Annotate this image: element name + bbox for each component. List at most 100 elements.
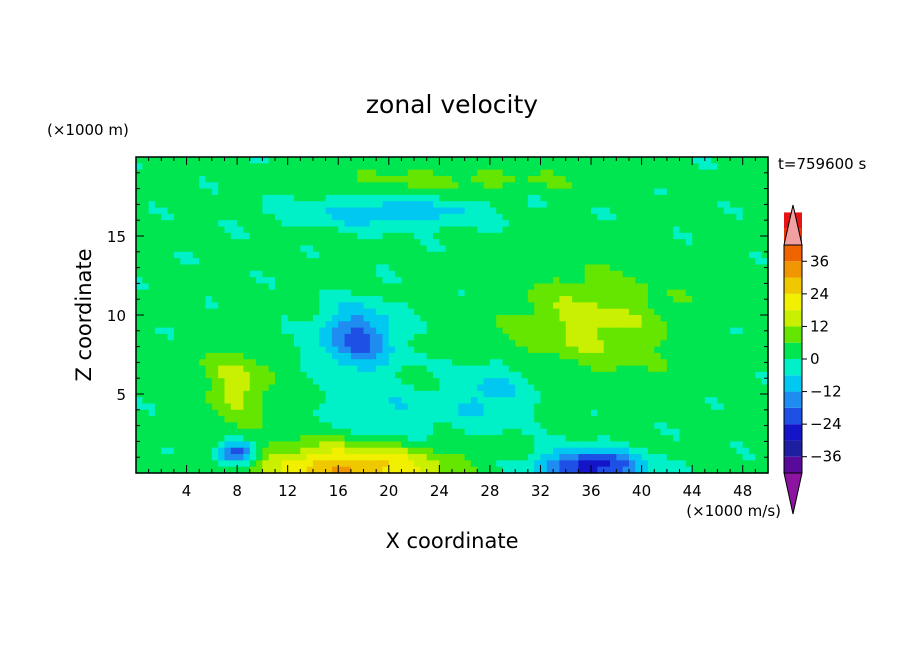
field-cell <box>489 239 497 247</box>
field-cell <box>654 232 662 240</box>
field-cell <box>452 232 459 240</box>
field-cell <box>167 422 175 430</box>
field-cell <box>527 302 535 310</box>
field-cell <box>717 296 725 303</box>
field-cell <box>148 207 156 215</box>
field-cell <box>654 188 662 196</box>
field-cell <box>508 352 516 360</box>
field-cell <box>388 258 396 266</box>
field-cell <box>300 207 308 215</box>
field-cell <box>161 258 169 266</box>
field-cell <box>692 302 700 310</box>
field-cell <box>205 207 213 215</box>
field-cell <box>294 258 301 266</box>
field-cell <box>534 352 542 360</box>
field-cell <box>666 302 674 310</box>
field-cell <box>584 435 592 442</box>
field-cell <box>591 466 598 474</box>
field-cell <box>376 435 384 442</box>
field-cell <box>603 315 611 322</box>
field-cell <box>294 378 301 386</box>
field-cell <box>647 226 655 234</box>
field-cell <box>635 403 643 411</box>
field-cell <box>161 346 169 354</box>
field-cell <box>496 384 504 392</box>
field-cell <box>654 416 662 424</box>
field-cell <box>420 296 428 303</box>
field-cell <box>559 327 567 335</box>
field-cell <box>224 277 232 284</box>
field-cell <box>692 289 700 297</box>
field-cell <box>180 289 188 297</box>
field-cell <box>616 340 624 348</box>
field-cell <box>382 232 390 240</box>
field-cell <box>142 302 150 310</box>
field-cell <box>281 340 289 348</box>
field-cell <box>610 447 617 455</box>
field-cell <box>414 296 421 303</box>
field-cell <box>306 315 314 322</box>
field-cell <box>262 157 270 164</box>
field-cell <box>445 245 453 253</box>
field-cell <box>603 296 611 303</box>
field-cell <box>711 194 719 202</box>
field-cell <box>173 277 181 284</box>
field-cell <box>610 428 617 436</box>
field-cell <box>483 264 491 272</box>
field-cell <box>610 460 617 468</box>
field-cell <box>546 169 554 177</box>
field-cell <box>218 226 226 234</box>
field-cell <box>477 390 485 398</box>
field-cell <box>338 365 346 373</box>
field-cell <box>439 277 447 284</box>
field-cell <box>565 213 573 221</box>
field-cell <box>167 365 175 373</box>
field-cell <box>553 460 561 468</box>
field-cell <box>515 378 523 386</box>
field-cell <box>218 340 226 348</box>
field-cell <box>679 352 687 360</box>
field-cell <box>572 264 579 272</box>
field-cell <box>477 270 485 278</box>
field-cell <box>742 213 750 221</box>
field-cell <box>692 397 700 405</box>
field-cell <box>464 435 472 442</box>
field-cell <box>641 359 649 367</box>
field-cell <box>502 384 510 392</box>
field-cell <box>237 333 245 341</box>
field-cell <box>275 289 282 297</box>
field-cell <box>395 264 403 272</box>
field-cell <box>205 289 213 297</box>
field-cell <box>749 416 756 424</box>
field-cell <box>622 315 630 322</box>
field-cell <box>647 283 655 291</box>
field-cell <box>180 327 188 335</box>
field-cell <box>205 182 213 190</box>
field-cell <box>382 182 390 190</box>
field-cell <box>199 245 207 253</box>
field-cell <box>742 245 750 253</box>
field-cell <box>262 163 270 171</box>
field-cell <box>192 194 200 202</box>
field-cell <box>559 188 567 196</box>
field-cell <box>477 232 485 240</box>
field-cell <box>369 384 377 392</box>
field-cell <box>148 258 156 266</box>
field-cell <box>199 277 207 284</box>
field-cell <box>572 207 579 215</box>
field-cell <box>338 409 346 417</box>
field-cell <box>287 277 295 284</box>
field-cell <box>477 251 485 259</box>
field-cell <box>508 277 516 284</box>
field-cell <box>136 409 143 417</box>
field-cell <box>287 289 295 297</box>
field-cell <box>136 416 143 424</box>
field-cell <box>388 213 396 221</box>
field-cell <box>477 163 485 171</box>
field-cell <box>243 333 251 341</box>
field-cell <box>211 371 219 379</box>
field-cell <box>325 441 333 449</box>
field-cell <box>218 422 226 430</box>
field-cell <box>414 371 421 379</box>
